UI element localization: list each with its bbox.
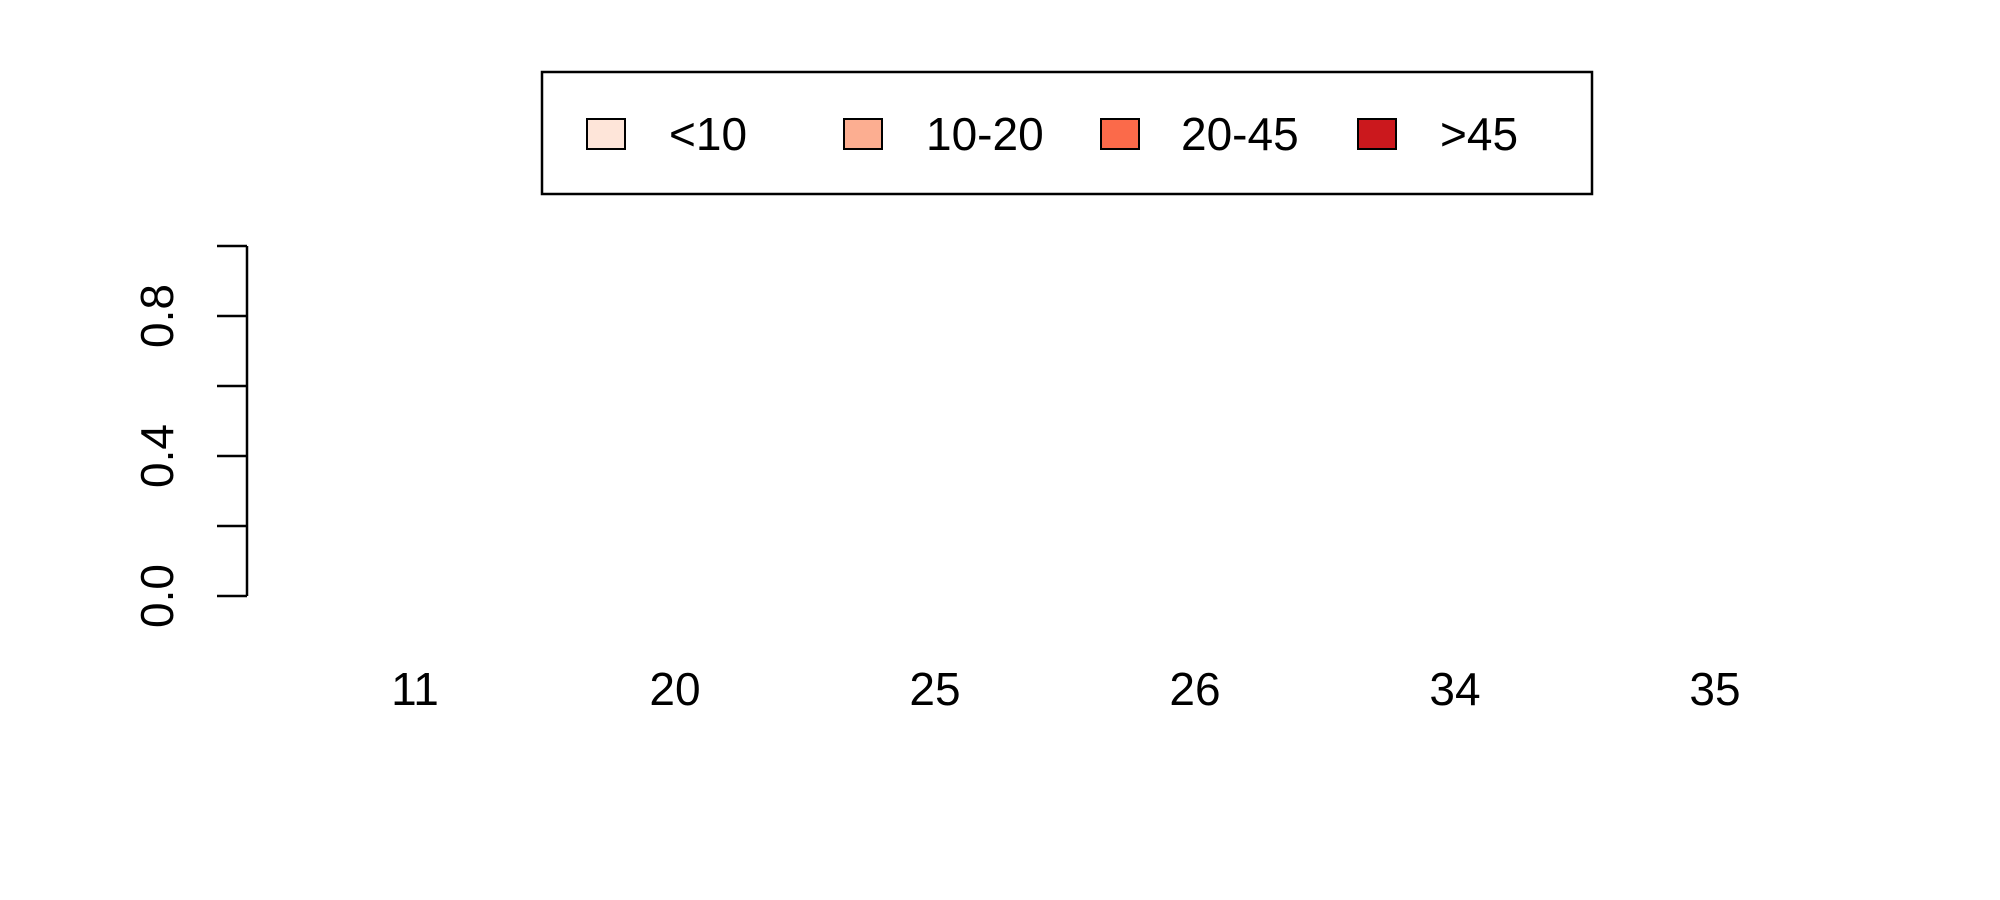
y-tick-label: 0.0 <box>131 564 183 628</box>
legend-swatch <box>586 118 626 150</box>
x-tick-label: 35 <box>1689 663 1740 715</box>
legend-box <box>540 70 1594 196</box>
legend-label: 20-45 <box>1181 108 1299 160</box>
y-ticks <box>217 244 247 598</box>
x-tick-label: 26 <box>1169 663 1220 715</box>
legend-label: 10-20 <box>926 108 1044 160</box>
legend-label: <10 <box>669 108 747 160</box>
legend-entries: <10 10-20 20-45 >45 <box>586 108 1518 160</box>
x-tick-label: 11 <box>391 663 439 715</box>
legend: <10 10-20 20-45 >45 <box>540 70 1594 196</box>
legend-swatch <box>1357 118 1397 150</box>
x-tick-label: 25 <box>909 663 960 715</box>
y-tick-label: 0.4 <box>131 424 183 488</box>
x-tick-label: 20 <box>649 663 700 715</box>
y-axis: 0.0 0.4 0.8 <box>131 244 249 628</box>
y-tick-labels: 0.0 0.4 0.8 <box>131 284 183 628</box>
y-tick-label: 0.8 <box>131 284 183 348</box>
x-tick-labels: 11 20 25 26 34 35 <box>391 663 1740 715</box>
x-tick-label: 34 <box>1429 663 1480 715</box>
legend-label: >45 <box>1440 108 1518 160</box>
x-axis: 11 20 25 26 34 35 <box>391 663 1740 715</box>
legend-swatch <box>843 118 883 150</box>
legend-swatch <box>1100 118 1140 150</box>
